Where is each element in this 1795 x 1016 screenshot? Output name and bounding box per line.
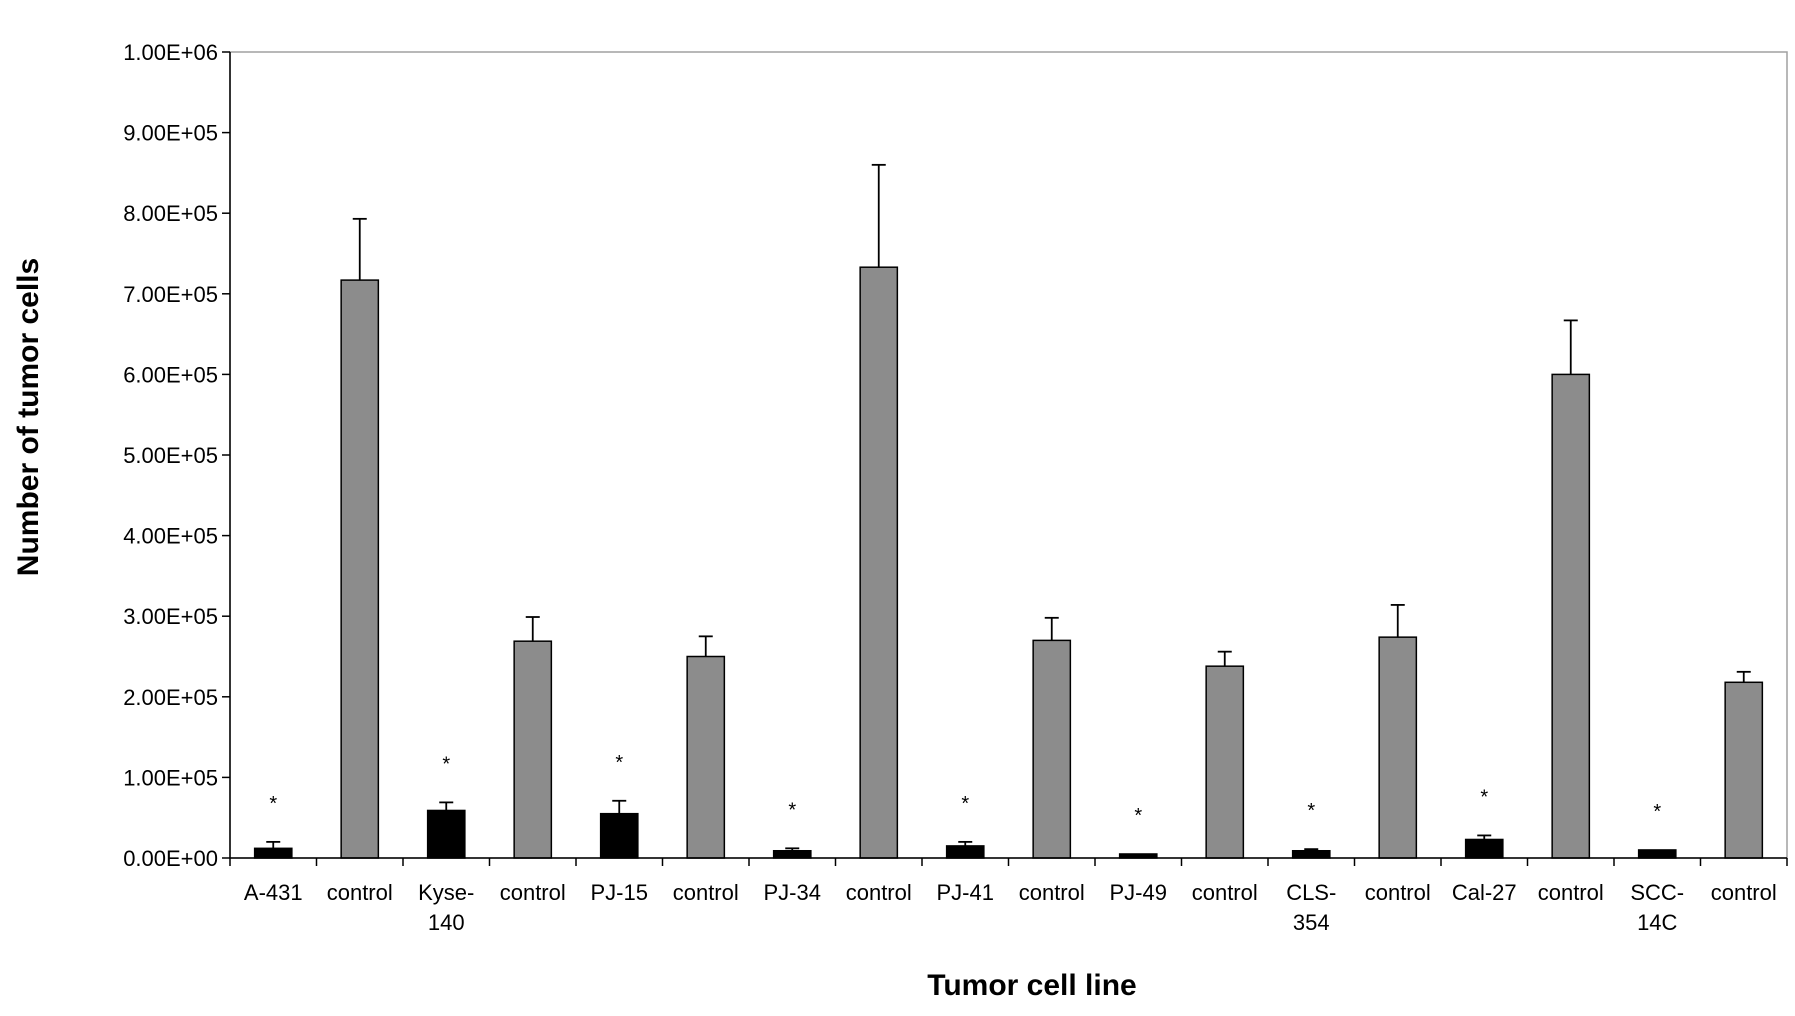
bar bbox=[859, 266, 899, 859]
x-tick-label-line: control bbox=[1192, 880, 1258, 905]
bar bbox=[1378, 636, 1418, 859]
x-tick-label: control bbox=[1192, 880, 1258, 905]
x-tick-label: PJ-41 bbox=[937, 880, 994, 905]
y-tick-label: 1.00E+05 bbox=[123, 765, 218, 790]
x-tick-label-line: control bbox=[1365, 880, 1431, 905]
x-tick-label-line: 354 bbox=[1293, 910, 1330, 935]
bar bbox=[253, 847, 293, 859]
y-tick-label: 5.00E+05 bbox=[123, 443, 218, 468]
significance-marker: * bbox=[269, 793, 277, 815]
x-axis: A-431 control Kyse- 140 control PJ-15 control P… bbox=[229, 857, 1788, 935]
x-tick-label-line: control bbox=[846, 880, 912, 905]
bar bbox=[772, 849, 812, 859]
x-tick-label: control bbox=[846, 880, 912, 905]
y-tick-label: 8.00E+05 bbox=[123, 201, 218, 226]
bar bbox=[1637, 849, 1677, 859]
y-tick-label: 0.00E+00 bbox=[123, 846, 218, 871]
y-tick-label: 6.00E+05 bbox=[123, 362, 218, 387]
x-tick-label-line: control bbox=[327, 880, 393, 905]
x-tick-label: CLS- 354 bbox=[1286, 880, 1336, 935]
significance-marker: * bbox=[1134, 805, 1142, 827]
x-tick-label: control bbox=[1365, 880, 1431, 905]
y-tick-label: 7.00E+05 bbox=[123, 282, 218, 307]
x-axis-title: Tumor cell line bbox=[927, 969, 1137, 1002]
x-tick-label-line: PJ-34 bbox=[764, 880, 821, 905]
bar bbox=[1464, 838, 1504, 859]
bar bbox=[599, 812, 639, 859]
x-tick-label: control bbox=[1711, 880, 1777, 905]
plot-area bbox=[229, 51, 1788, 859]
x-tick-label: PJ-15 bbox=[591, 880, 648, 905]
x-tick-label-line: SCC- bbox=[1630, 880, 1684, 905]
x-tick-label: Kyse- 140 bbox=[418, 880, 474, 935]
x-tick-label-line: PJ-49 bbox=[1110, 880, 1167, 905]
significance-marker: * bbox=[1480, 786, 1488, 808]
bar bbox=[1551, 373, 1591, 859]
x-tick-label: control bbox=[327, 880, 393, 905]
x-tick-label-line: control bbox=[1538, 880, 1604, 905]
bar bbox=[513, 640, 553, 859]
x-tick-label: control bbox=[1019, 880, 1085, 905]
y-tick-label: 1.00E+06 bbox=[123, 40, 218, 65]
x-tick-label-line: control bbox=[673, 880, 739, 905]
x-tick-label-line: 14C bbox=[1637, 910, 1677, 935]
x-tick-label-line: A-431 bbox=[244, 880, 303, 905]
bar bbox=[1291, 849, 1331, 859]
x-tick-label-line: control bbox=[1711, 880, 1777, 905]
bar bbox=[1205, 665, 1245, 859]
significance-marker: * bbox=[1653, 801, 1661, 823]
x-tick-label-line: PJ-41 bbox=[937, 880, 994, 905]
x-tick-label: SCC- 14C bbox=[1630, 880, 1684, 935]
bar bbox=[340, 279, 380, 859]
x-tick-label-line: CLS- bbox=[1286, 880, 1336, 905]
significance-marker: * bbox=[788, 799, 796, 821]
significance-marker: * bbox=[1307, 800, 1315, 822]
x-tick-label-line: control bbox=[500, 880, 566, 905]
bar bbox=[1032, 639, 1072, 859]
x-tick-label-line: control bbox=[1019, 880, 1085, 905]
y-tick-label: 9.00E+05 bbox=[123, 121, 218, 146]
y-tick-label: 4.00E+05 bbox=[123, 524, 218, 549]
x-tick-label: control bbox=[673, 880, 739, 905]
significance-marker: * bbox=[961, 793, 969, 815]
bar bbox=[945, 845, 985, 859]
x-tick-label: PJ-49 bbox=[1110, 880, 1167, 905]
bar bbox=[686, 655, 726, 859]
y-tick-label: 2.00E+05 bbox=[123, 685, 218, 710]
significance-marker: * bbox=[442, 753, 450, 775]
x-tick-label: A-431 bbox=[244, 880, 303, 905]
x-tick-label: PJ-34 bbox=[764, 880, 821, 905]
x-tick-label: control bbox=[1538, 880, 1604, 905]
x-tick-label-line: Cal-27 bbox=[1452, 880, 1517, 905]
x-tick-label: Cal-27 bbox=[1452, 880, 1517, 905]
significance-marker: * bbox=[615, 752, 623, 774]
bar bbox=[1724, 681, 1764, 859]
y-axis: 0.00E+00 1.00E+05 2.00E+05 3.00E+05 4.00E+05… bbox=[123, 40, 231, 871]
x-tick-label-line: 140 bbox=[428, 910, 465, 935]
y-tick-label: 3.00E+05 bbox=[123, 604, 218, 629]
y-axis-title: Number of tumor cells bbox=[12, 258, 45, 576]
x-tick-label-line: PJ-15 bbox=[591, 880, 648, 905]
x-tick-label-line: Kyse- bbox=[418, 880, 474, 905]
x-tick-label: control bbox=[500, 880, 566, 905]
bar bbox=[426, 809, 466, 859]
